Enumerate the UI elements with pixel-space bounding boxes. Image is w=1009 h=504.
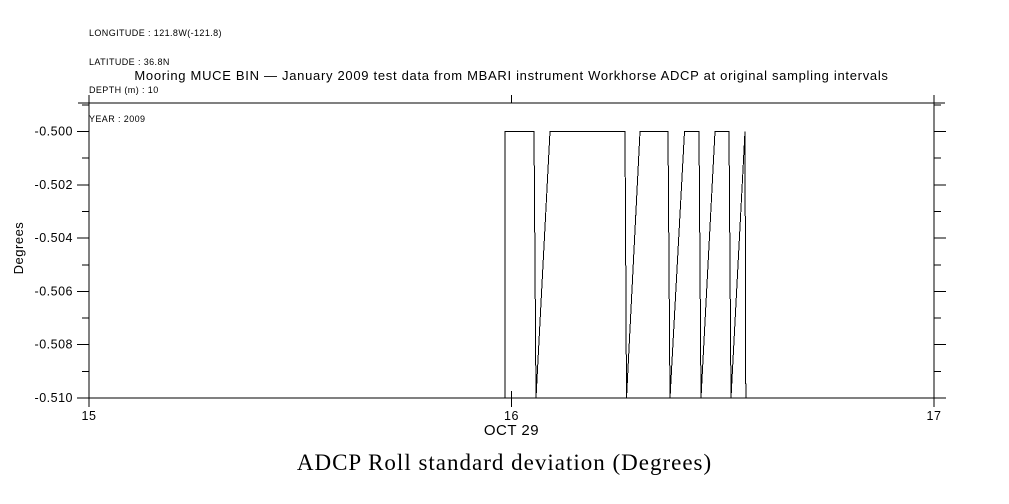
x-axis-date-label: OCT 29 — [483, 422, 540, 439]
data-series-group — [89, 131, 934, 399]
x-tick-label: 17 — [927, 409, 942, 423]
chart-title: Mooring MUCE BIN — January 2009 test dat… — [134, 68, 889, 83]
station-info: LONGITUDE : 121.8W(-121.8) LATITUDE : 36… — [89, 10, 222, 143]
axis-ticks — [77, 95, 946, 407]
data-series-line — [89, 131, 934, 399]
station-info-latitude: LATITUDE : 36.8N — [89, 56, 170, 67]
y-axis-label: Degrees — [11, 221, 26, 275]
x-tick-label: 15 — [82, 409, 97, 423]
y-tick-label: -0.508 — [35, 338, 73, 352]
axis-tick-labels: -0.500 -0.502 -0.504 -0.506 -0.508 -0.510 15 16… — [35, 125, 942, 423]
station-info-depth: DEPTH (m) : 10 — [89, 85, 159, 95]
station-info-year: YEAR : 2009 — [89, 113, 146, 124]
y-tick-label: -0.500 — [35, 125, 73, 139]
y-tick-label: -0.504 — [35, 231, 73, 245]
station-info-longitude: LONGITUDE : 121.8W(-121.8) — [89, 28, 222, 38]
y-tick-label: -0.506 — [35, 284, 73, 298]
axes-frame — [78, 102, 945, 399]
x-tick-label: 16 — [504, 409, 519, 423]
y-tick-label: -0.510 — [35, 391, 73, 405]
chart-caption: ADCP Roll standard deviation (Degrees) — [296, 450, 713, 475]
y-tick-label: -0.502 — [35, 178, 73, 192]
